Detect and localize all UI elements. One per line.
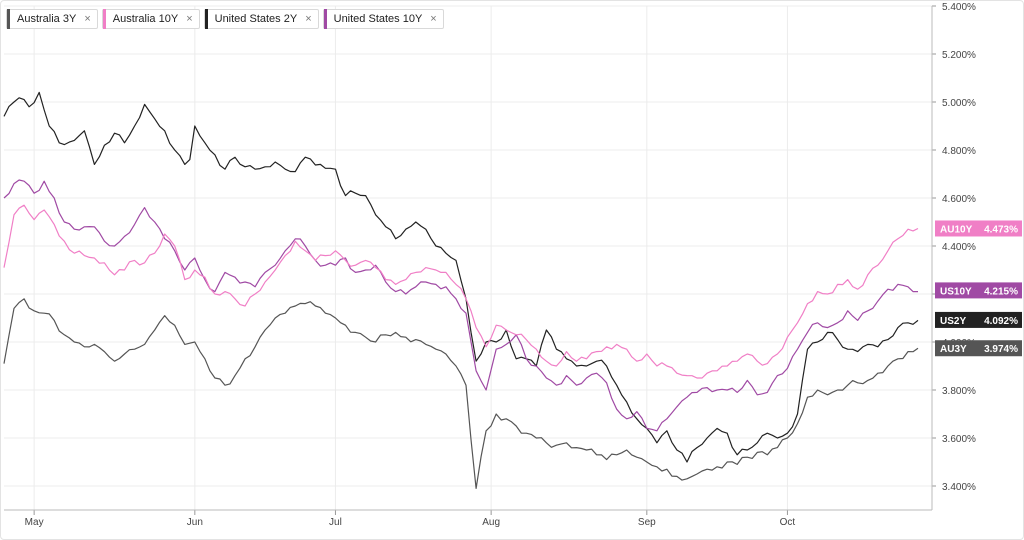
y-tick-label: 3.400% <box>942 482 976 493</box>
legend-chip-australia-3y[interactable]: Australia 3Y × <box>6 9 98 29</box>
legend-label: Australia 3Y <box>17 13 77 25</box>
series-line-au3y[interactable] <box>3 298 919 489</box>
badge-au3y: AU3Y 3.974% <box>935 340 1022 357</box>
legend: Australia 3Y × Australia 10Y × United St… <box>6 9 444 29</box>
last-value-badges: US2Y 4.092% US10Y 4.215% AU10Y 4.473% AU3Y 3.97… <box>935 220 1022 357</box>
legend-swatch <box>7 9 10 29</box>
badge-us2y: US2Y 4.092% <box>935 311 1022 328</box>
y-tick-label: 4.800% <box>942 146 976 157</box>
badge-background <box>935 220 1022 237</box>
y-tick-label: 3.800% <box>942 386 976 397</box>
series-line-us10y[interactable] <box>3 179 918 432</box>
badge-last-value: 3.974% <box>984 344 1018 355</box>
close-icon[interactable]: × <box>186 13 193 25</box>
legend-label: United States 10Y <box>333 13 423 25</box>
y-tick-label: 5.200% <box>942 50 976 61</box>
grid <box>4 5 932 510</box>
legend-label: United States 2Y <box>214 13 298 25</box>
x-tick-label: May <box>25 517 44 528</box>
badge-background <box>935 282 1022 299</box>
badge-last-value: 4.092% <box>984 316 1018 327</box>
badge-series-label: US10Y <box>940 286 972 297</box>
badge-series-label: AU10Y <box>940 224 973 235</box>
legend-chip-australia-10y[interactable]: Australia 10Y × <box>101 9 200 29</box>
badge-us10y: US10Y 4.215% <box>935 282 1022 299</box>
series-line-us2y[interactable] <box>3 91 919 463</box>
close-icon[interactable]: × <box>305 13 312 25</box>
y-tick-label: 5.000% <box>942 98 976 109</box>
legend-chip-united-states-2y[interactable]: United States 2Y × <box>203 9 319 29</box>
y-axis: 3.400%3.600%3.800%4.000%4.200%4.400%4.60… <box>931 2 976 510</box>
close-icon[interactable]: × <box>84 13 91 25</box>
legend-chip-united-states-10y[interactable]: United States 10Y × <box>322 9 444 29</box>
legend-swatch <box>102 9 106 29</box>
x-axis: May Jun Jul Aug Sep Oct <box>4 509 932 528</box>
x-tick-label: Oct <box>780 517 796 528</box>
x-tick-label: Aug <box>482 517 500 528</box>
legend-label: Australia 10Y <box>112 13 179 25</box>
badge-background <box>935 311 1022 328</box>
series-lines <box>3 91 919 489</box>
badge-last-value: 4.215% <box>984 286 1018 297</box>
legend-swatch <box>323 9 327 29</box>
legend-swatch <box>204 9 208 29</box>
x-tick-label: Jul <box>329 517 342 528</box>
y-tick-label: 4.400% <box>942 242 976 253</box>
badge-background <box>935 340 1022 357</box>
y-tick-label: 5.400% <box>942 2 976 13</box>
y-tick-label: 3.600% <box>942 434 976 445</box>
badge-last-value: 4.473% <box>984 224 1018 235</box>
x-tick-label: Jun <box>187 517 203 528</box>
badge-au10y: AU10Y 4.473% <box>935 220 1022 237</box>
close-icon[interactable]: × <box>430 13 437 25</box>
badge-series-label: US2Y <box>940 316 966 327</box>
series-line-au10y[interactable] <box>3 204 919 379</box>
badge-series-label: AU3Y <box>940 344 967 355</box>
y-tick-label: 4.600% <box>942 194 976 205</box>
x-tick-label: Sep <box>638 517 656 528</box>
